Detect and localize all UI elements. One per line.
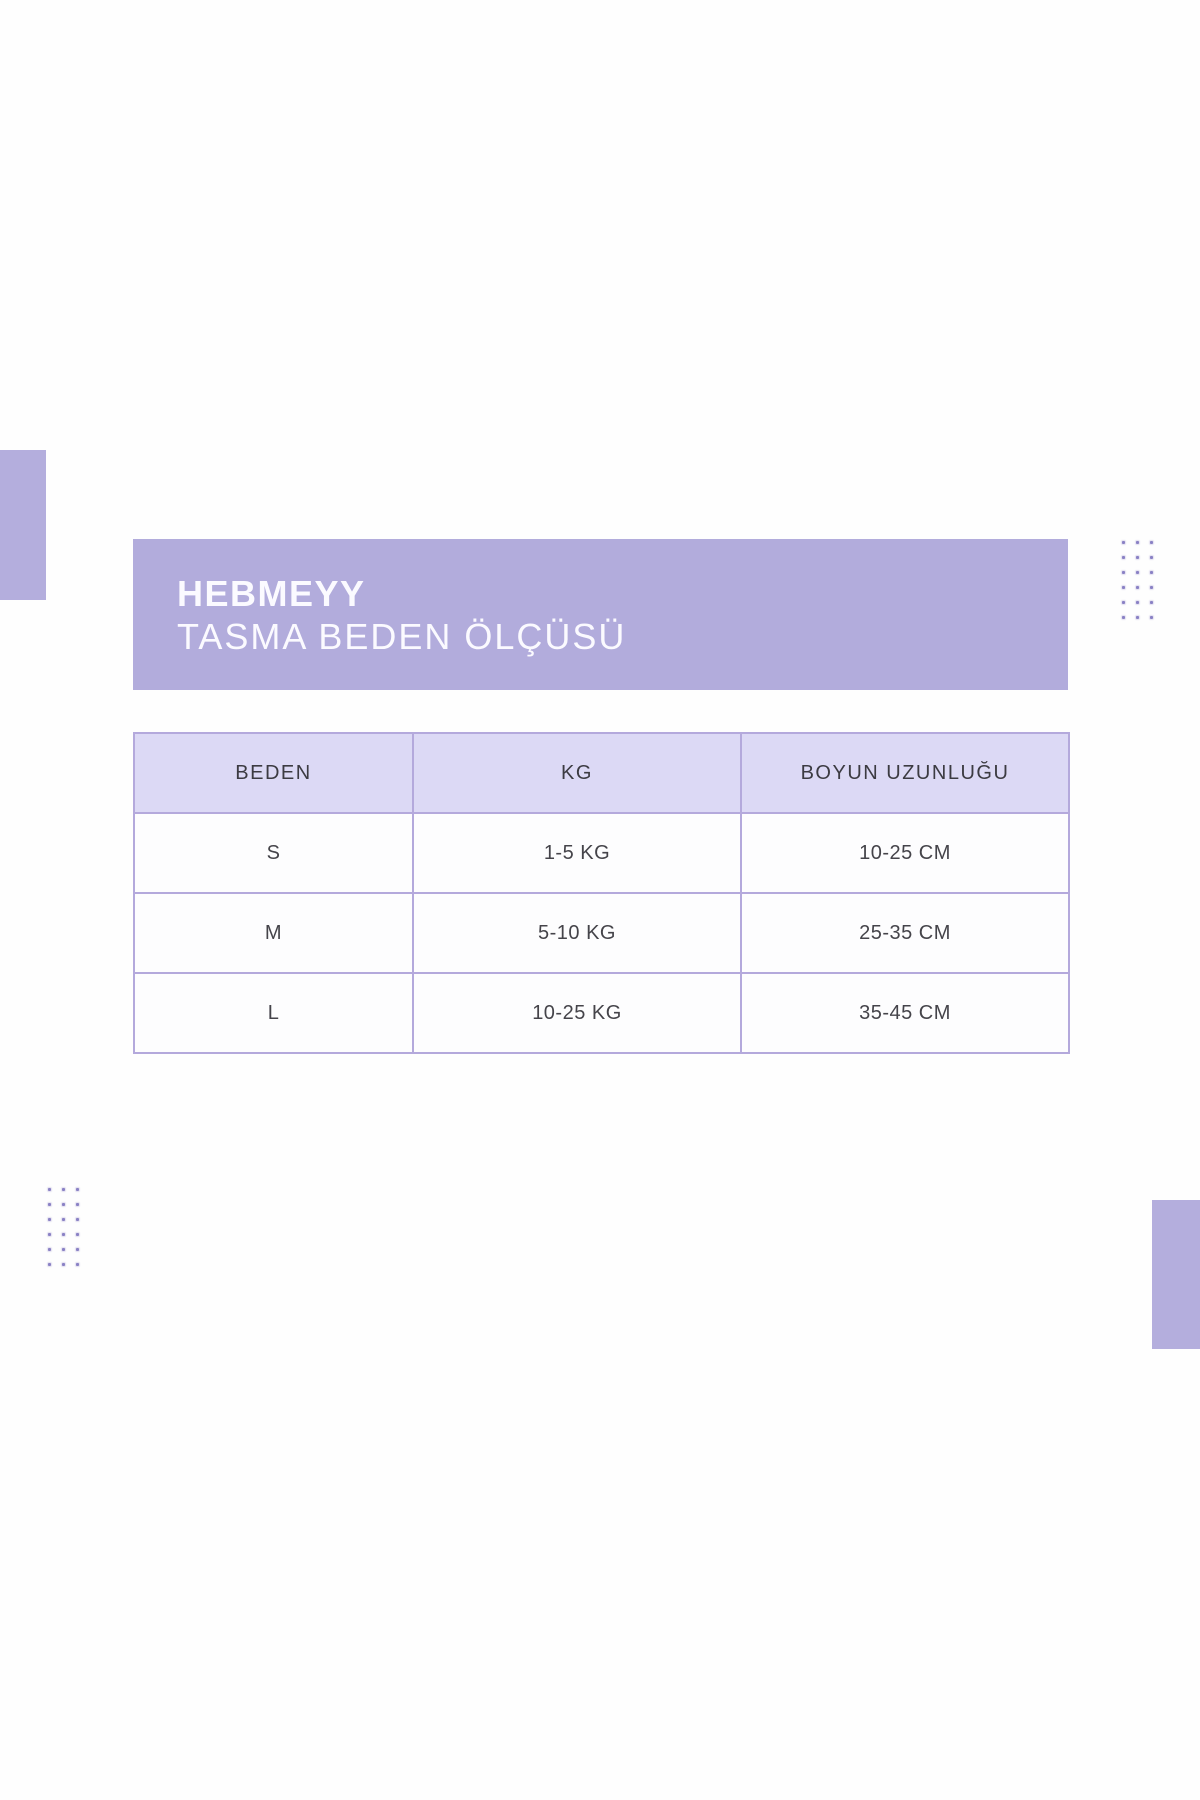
dot <box>76 1248 79 1251</box>
dot <box>1150 541 1153 544</box>
dot <box>48 1203 51 1206</box>
cell-neck-length: 25-35 CM <box>740 892 1070 974</box>
dot-grid-bottom-left <box>48 1188 79 1266</box>
dot <box>1122 541 1125 544</box>
dot <box>48 1218 51 1221</box>
dot <box>76 1188 79 1191</box>
dot <box>62 1203 65 1206</box>
dot <box>76 1263 79 1266</box>
cell-weight: 5-10 KG <box>412 892 742 974</box>
dot <box>48 1248 51 1251</box>
dot <box>1136 616 1139 619</box>
table-row-m: M 5-10 KG 25-35 CM <box>133 892 1070 974</box>
cell-neck-length: 35-45 CM <box>740 972 1070 1054</box>
dot <box>48 1188 51 1191</box>
dot <box>1150 556 1153 559</box>
banner-subtitle: TASMA BEDEN ÖLÇÜSÜ <box>177 615 627 657</box>
dot <box>62 1218 65 1221</box>
dot <box>1150 601 1153 604</box>
column-header-kg: KG <box>412 732 742 814</box>
dot <box>1122 556 1125 559</box>
dot <box>62 1263 65 1266</box>
dot <box>76 1218 79 1221</box>
decor-square-right-edge <box>1152 1200 1200 1349</box>
size-table-header-row: BEDEN KG BOYUN UZUNLUĞU <box>133 732 1070 814</box>
dot <box>1136 601 1139 604</box>
dot <box>76 1203 79 1206</box>
decor-square-left-edge <box>0 450 46 600</box>
dot <box>1150 571 1153 574</box>
dot <box>62 1188 65 1191</box>
dot <box>1122 601 1125 604</box>
dot <box>62 1248 65 1251</box>
cell-weight: 1-5 KG <box>412 812 742 894</box>
cell-weight: 10-25 KG <box>412 972 742 1054</box>
dot <box>1136 556 1139 559</box>
dot <box>48 1263 51 1266</box>
cell-neck-length: 10-25 CM <box>740 812 1070 894</box>
cell-size: M <box>133 892 414 974</box>
dot <box>1122 616 1125 619</box>
dot <box>1136 541 1139 544</box>
cell-size: L <box>133 972 414 1054</box>
column-header-beden: BEDEN <box>133 732 414 814</box>
dot <box>1150 616 1153 619</box>
size-table: BEDEN KG BOYUN UZUNLUĞU S 1-5 KG 10-25 C… <box>133 732 1070 1054</box>
dot <box>1136 571 1139 574</box>
dot <box>1136 586 1139 589</box>
table-row-l: L 10-25 KG 35-45 CM <box>133 972 1070 1054</box>
column-header-boyun-uzunlugu: BOYUN UZUNLUĞU <box>740 732 1070 814</box>
dot <box>1122 586 1125 589</box>
brand-banner: HEBMEYY TASMA BEDEN ÖLÇÜSÜ <box>133 539 1068 690</box>
dot-grid-top-right <box>1122 541 1153 619</box>
dot <box>1122 571 1125 574</box>
dot <box>76 1233 79 1236</box>
table-row-s: S 1-5 KG 10-25 CM <box>133 812 1070 894</box>
brand-name: HEBMEYY <box>177 572 366 614</box>
dot <box>62 1233 65 1236</box>
dot <box>1150 586 1153 589</box>
dot <box>48 1233 51 1236</box>
cell-size: S <box>133 812 414 894</box>
